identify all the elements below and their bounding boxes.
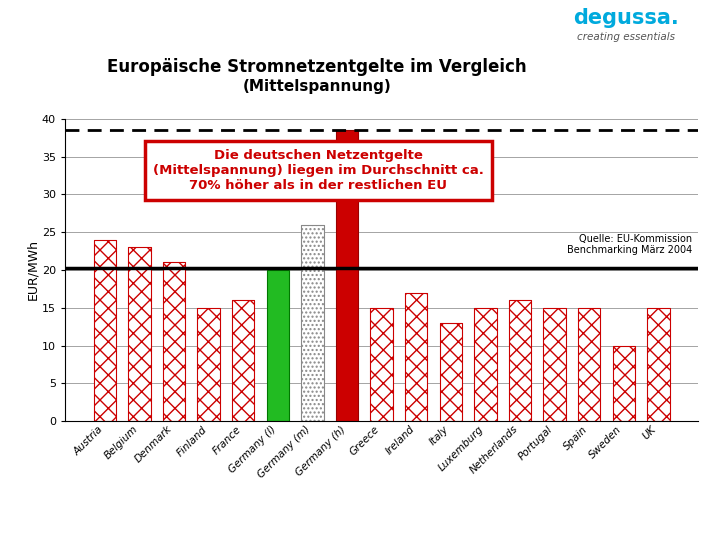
Bar — [474, 308, 497, 421]
Bar — [613, 346, 635, 421]
Bar — [128, 247, 150, 421]
Bar — [232, 300, 254, 421]
Bar — [301, 225, 324, 421]
Bar — [301, 225, 324, 421]
Bar — [336, 130, 359, 421]
Text: Die deutschen Netzentgelte
(Mittelspannung) liegen im Durchschnitt ca.
70% höher: Die deutschen Netzentgelte (Mittelspannu… — [153, 148, 484, 192]
Bar — [370, 308, 393, 421]
Bar — [474, 308, 497, 421]
Bar — [94, 240, 116, 421]
Bar — [544, 308, 566, 421]
Bar — [405, 293, 428, 421]
Bar — [405, 293, 428, 421]
Y-axis label: EUR/MWh: EUR/MWh — [26, 240, 39, 300]
Bar — [509, 300, 531, 421]
Bar — [232, 300, 254, 421]
Bar — [266, 270, 289, 421]
Bar — [544, 308, 566, 421]
Text: Quelle: EU-Kommission
Benchmarking März 2004: Quelle: EU-Kommission Benchmarking März … — [567, 234, 692, 255]
Bar — [94, 240, 116, 421]
Bar — [647, 308, 670, 421]
Bar — [578, 308, 600, 421]
Bar — [509, 300, 531, 421]
Text: creating essentials: creating essentials — [577, 32, 675, 43]
Bar — [439, 323, 462, 421]
Bar — [128, 247, 150, 421]
Bar — [197, 308, 220, 421]
Bar — [578, 308, 600, 421]
Text: Europäische Stromnetzentgelte im Vergleich: Europäische Stromnetzentgelte im Verglei… — [107, 58, 526, 77]
Bar — [647, 308, 670, 421]
Bar — [439, 323, 462, 421]
Bar — [197, 308, 220, 421]
Bar — [163, 262, 185, 421]
Bar — [613, 346, 635, 421]
Bar — [370, 308, 393, 421]
Text: degussa.: degussa. — [574, 8, 679, 28]
Text: (Mittelspannung): (Mittelspannung) — [243, 79, 391, 94]
Bar — [163, 262, 185, 421]
